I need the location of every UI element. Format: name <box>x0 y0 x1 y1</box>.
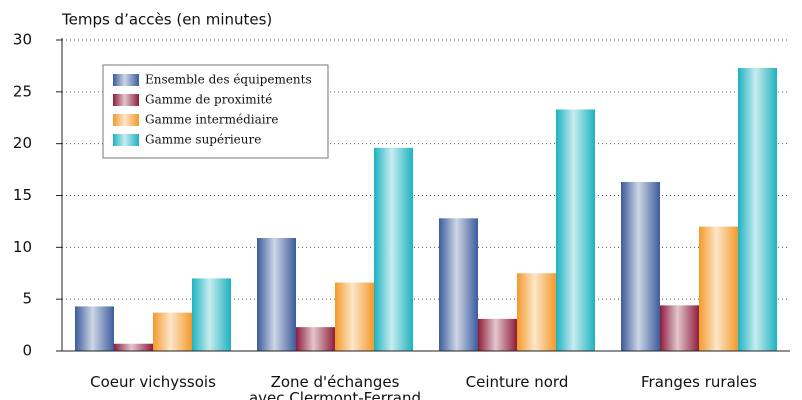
legend-box <box>102 64 329 159</box>
y-tick-label: 30 <box>13 31 32 49</box>
bar <box>556 109 595 351</box>
y-tick-label: 25 <box>13 82 32 100</box>
bar <box>621 182 660 351</box>
y-tick-label: 20 <box>13 134 32 152</box>
bar <box>257 238 296 351</box>
bar <box>660 305 699 351</box>
legend-swatch <box>113 74 139 86</box>
legend-label: Gamme intermédiaire <box>145 113 278 127</box>
bar <box>374 147 413 351</box>
bar <box>335 282 374 351</box>
legend-label: Gamme de proximité <box>145 93 272 107</box>
legend-swatch <box>113 94 139 106</box>
y-tick-label: 0 <box>22 342 32 360</box>
x-tick-label: Franges rurales <box>641 373 757 391</box>
legend-label: Ensemble des équipements <box>145 73 312 87</box>
bar <box>738 67 777 352</box>
bar <box>153 312 192 351</box>
y-tick-label: 5 <box>22 290 32 308</box>
bar <box>699 226 738 351</box>
legend-swatch <box>113 114 139 126</box>
x-tick-label: Ceinture nord <box>465 373 569 391</box>
legend-swatch <box>113 134 139 146</box>
bar <box>478 318 517 351</box>
legend-label: Gamme supérieure <box>145 133 261 147</box>
y-tick-label: 10 <box>13 238 32 256</box>
bar <box>192 278 231 351</box>
bar <box>114 343 153 351</box>
y-tick-label: 15 <box>13 186 32 204</box>
x-tick-label: Zone d'échanges avec Clermont-Ferrand <box>248 373 421 400</box>
y-axis-label: Temps d’accès (en minutes) <box>61 11 272 29</box>
bar <box>75 306 114 351</box>
bar <box>296 327 335 351</box>
bar <box>517 273 556 351</box>
x-tick-label: Coeur vichyssois <box>90 373 216 391</box>
bar <box>439 218 478 351</box>
